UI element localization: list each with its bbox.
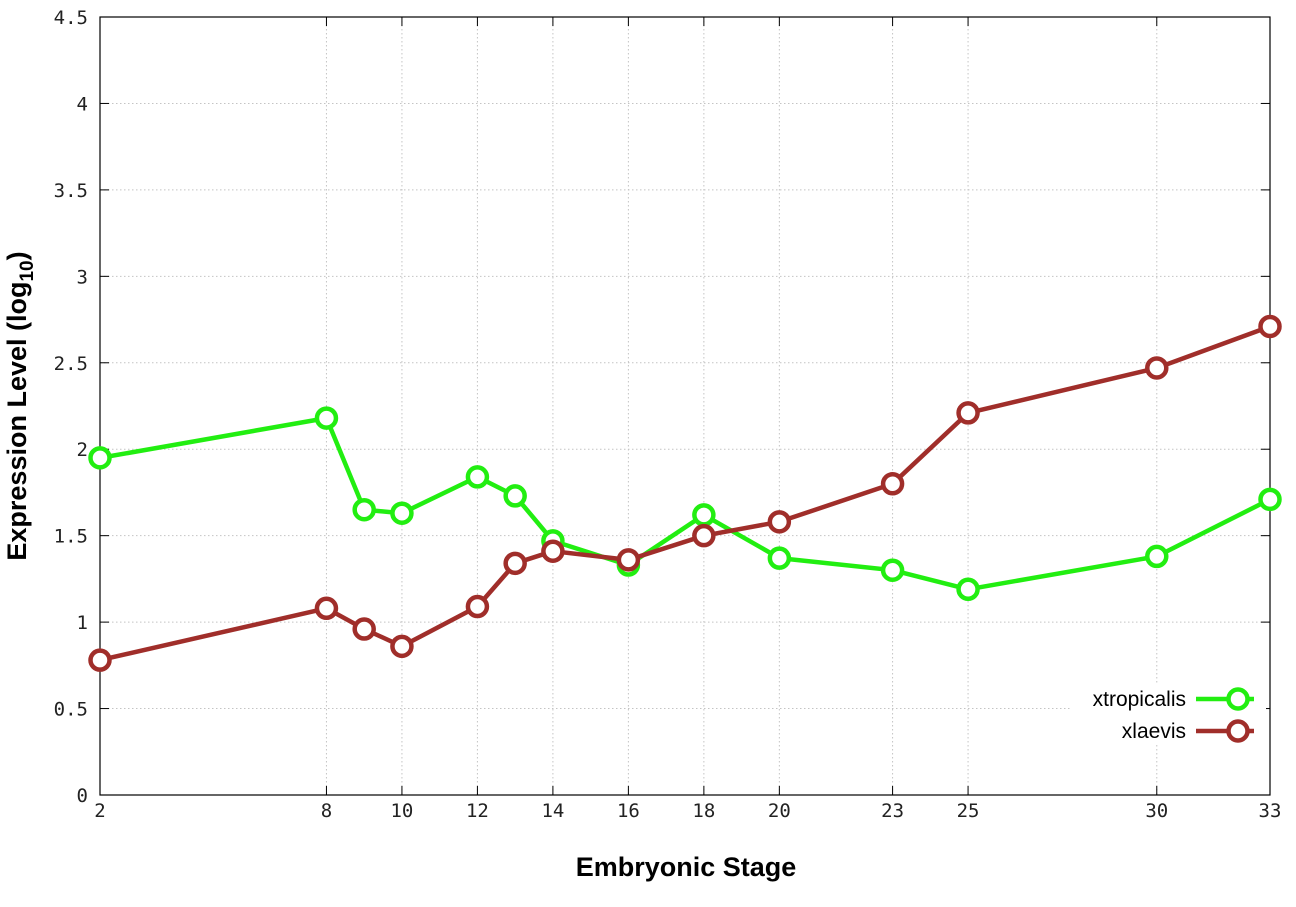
data-point-xlaevis [465, 594, 490, 619]
axis-ticks: 0 0.5 1 1.5 2 2.5 3 3.5 4 4.5 2 8 10 12 14 16 18 20 23 25 30… [54, 7, 1282, 822]
legend-marker-xlaevis [1226, 719, 1250, 743]
x-tick-label: 10 [390, 800, 413, 822]
x-tick-label: 25 [957, 800, 980, 822]
data-point-xtropicalis [1258, 487, 1282, 512]
x-tick-label: 18 [692, 800, 715, 822]
data-point-xlaevis [503, 551, 527, 576]
data-point-xlaevis [767, 510, 792, 534]
data-point-xtropicalis [880, 558, 905, 582]
series-xtropicalis [88, 406, 1282, 602]
y-axis-title-subscript: 10 [17, 260, 38, 281]
y-tick-label: 3.5 [54, 180, 88, 202]
y-tick-label: 4 [77, 93, 88, 115]
data-point-xtropicalis [314, 406, 339, 430]
y-tick-label: 0 [77, 785, 88, 807]
legend-label-xtropicalis: xtropicalis [1093, 688, 1186, 711]
x-tick-label: 20 [768, 800, 791, 822]
y-tick-label: 1.5 [54, 526, 88, 548]
y-tick-label: 1 [77, 612, 88, 634]
series-line-xtropicalis [99, 415, 1272, 592]
x-tick-label: 23 [881, 800, 904, 822]
x-tick-label: 12 [466, 800, 489, 822]
x-tick-label: 2 [94, 800, 105, 822]
y-tick-label: 2.5 [54, 353, 88, 375]
data-point-xlaevis [88, 648, 112, 672]
data-point-xtropicalis [503, 484, 527, 508]
data-point-xlaevis [692, 523, 716, 548]
data-point-xlaevis [880, 472, 905, 496]
data-point-xlaevis [1258, 314, 1282, 339]
legend-marker-xtropicalis [1226, 687, 1250, 711]
x-tick-label: 16 [617, 800, 640, 822]
y-axis-title-close: ) [2, 251, 32, 260]
x-tick-label: 33 [1259, 800, 1282, 822]
data-point-xtropicalis [390, 501, 414, 525]
series-line-xlaevis [99, 324, 1271, 663]
data-point-xtropicalis [956, 577, 980, 602]
data-point-xlaevis [541, 539, 565, 563]
data-point-xlaevis [616, 548, 641, 572]
data-point-xlaevis [314, 596, 339, 621]
data-point-xtropicalis [767, 546, 792, 570]
y-axis-title-main: Expression Level (log [2, 282, 32, 561]
data-point-xlaevis [956, 401, 980, 425]
data-point-xlaevis [390, 634, 414, 659]
y-tick-label: 3 [77, 266, 88, 288]
data-point-xtropicalis [465, 465, 490, 489]
legend-label-xlaevis: xlaevis [1122, 720, 1186, 743]
data-point-xtropicalis [692, 503, 716, 527]
data-point-xtropicalis [88, 446, 112, 470]
data-point-xlaevis [1145, 356, 1169, 380]
grid-lines [100, 17, 1270, 795]
x-axis-title: Embryonic Stage [576, 852, 797, 882]
data-point-xtropicalis [1145, 544, 1169, 569]
x-tick-label: 8 [321, 800, 332, 822]
series-xlaevis [88, 314, 1282, 672]
x-tick-label: 30 [1145, 800, 1168, 822]
y-axis-title: Expression Level (log10) [2, 251, 38, 560]
legend: xtropicalis xlaevis [1070, 683, 1266, 745]
series-layer [88, 314, 1282, 672]
data-point-xlaevis [352, 617, 376, 641]
y-tick-label: 2 [77, 439, 88, 461]
data-point-xtropicalis [352, 497, 376, 522]
y-tick-label: 4.5 [54, 7, 88, 29]
x-tick-label: 14 [541, 800, 564, 822]
y-tick-label: 0.5 [54, 699, 88, 721]
plot-frame [99, 16, 1271, 796]
